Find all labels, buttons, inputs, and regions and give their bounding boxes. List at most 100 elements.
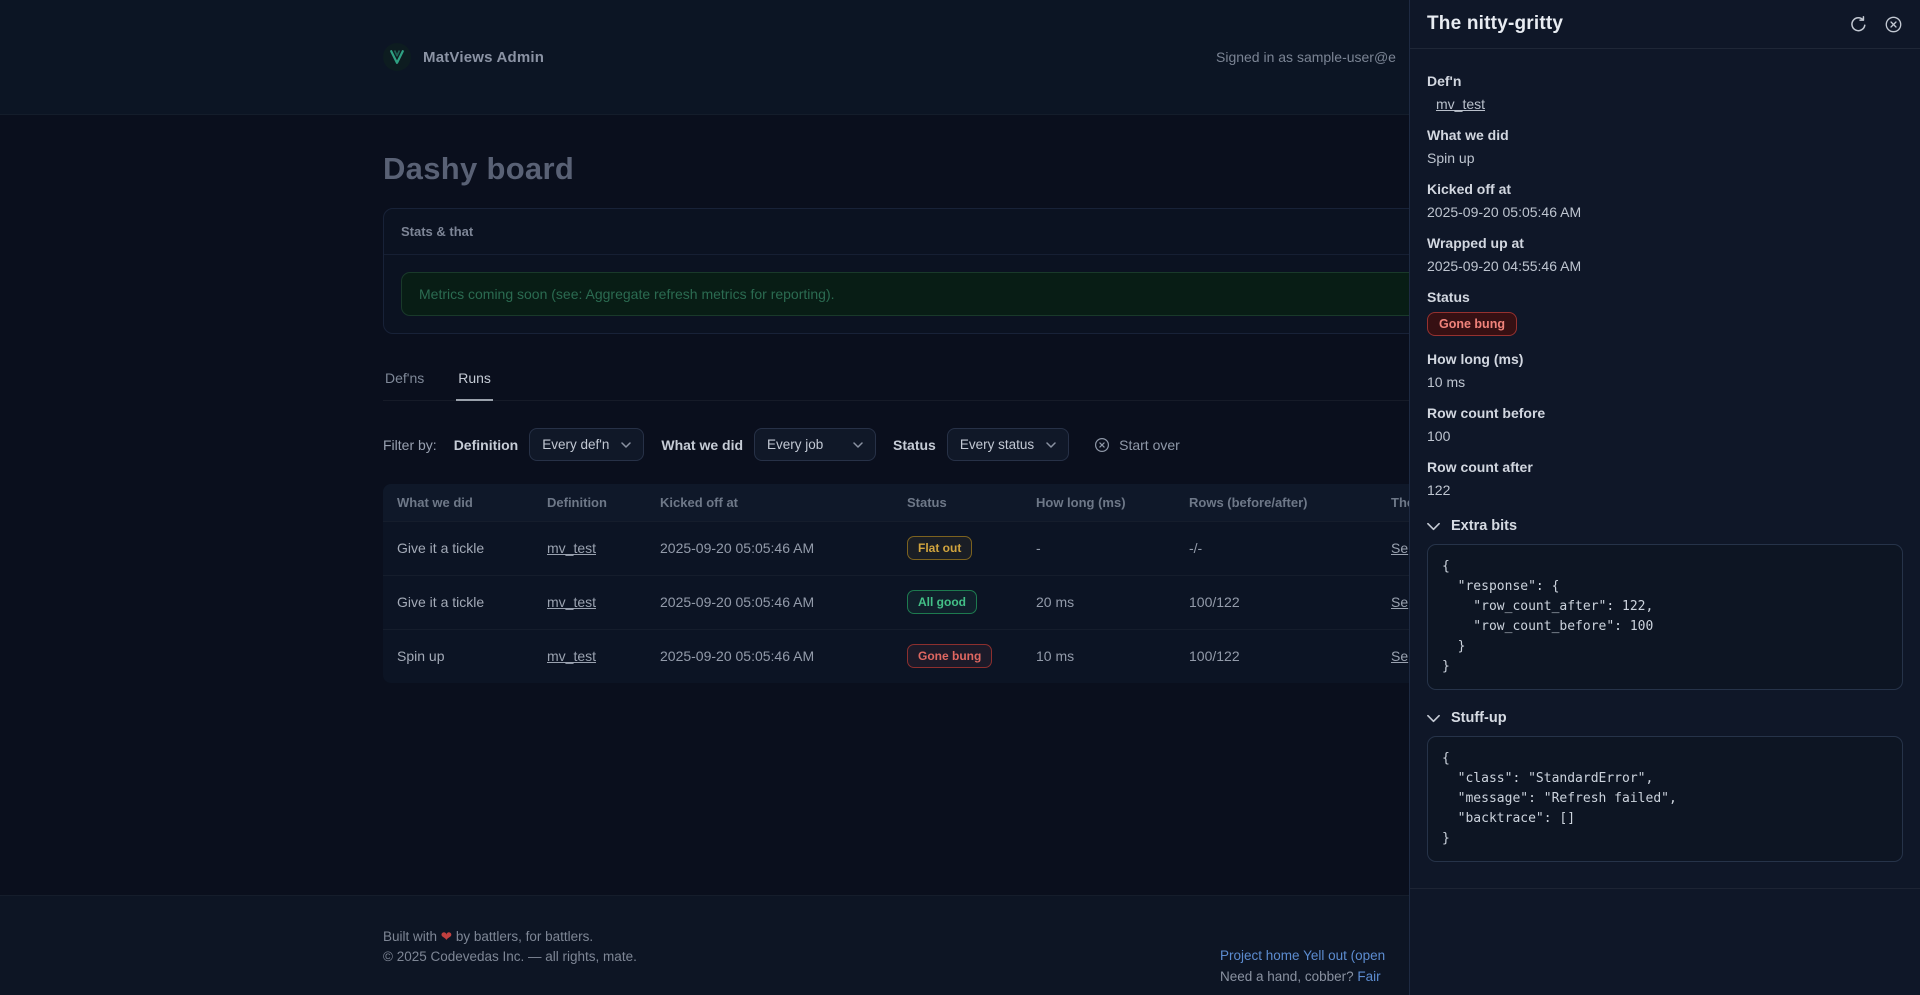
extra-bits-toggle[interactable]: Extra bits xyxy=(1427,518,1903,534)
job-label: What we did xyxy=(1427,127,1509,143)
chevron-down-icon xyxy=(1427,522,1440,531)
drawer-header: The nitty-gritty xyxy=(1410,0,1920,49)
definition-filter-select[interactable]: Every def'n xyxy=(529,428,645,461)
footer-copyright: © 2025 Codevedas Inc. — all rights, mate… xyxy=(383,949,637,964)
yell-out-link[interactable]: Yell out (open xyxy=(1303,948,1386,963)
footer-links-row: Project home Yell out (open xyxy=(1220,945,1385,966)
stuff-up-toggle[interactable]: Stuff-up xyxy=(1427,710,1903,726)
job-filter-select[interactable]: Every job xyxy=(754,428,877,461)
table-row[interactable]: Give it a tickle mv_test 2025-09-20 05:0… xyxy=(383,574,1537,629)
col-how-long: How long (ms) xyxy=(1022,484,1175,521)
tagline-prefix: Built with xyxy=(383,929,438,944)
signed-in-status: Signed in as sample-user@e xyxy=(1216,49,1396,65)
chevron-down-icon xyxy=(1046,441,1056,448)
drawer-divider xyxy=(1410,888,1920,889)
status-filter-label: Status xyxy=(893,436,936,453)
runs-table: What we did Definition Kicked off at Sta… xyxy=(383,484,1537,683)
run-duration: 10 ms xyxy=(1022,628,1175,683)
page-title: Dashy board xyxy=(383,151,575,186)
details-link[interactable]: Se xyxy=(1391,594,1409,610)
col-rows: Rows (before/after) xyxy=(1175,484,1377,521)
details-link[interactable]: Se xyxy=(1391,540,1409,556)
run-kicked-off: 2025-09-20 05:05:46 AM xyxy=(646,520,893,575)
extra-bits-title: Extra bits xyxy=(1451,518,1518,534)
run-job: Give it a tickle xyxy=(383,574,533,629)
heart-icon: ❤ xyxy=(440,929,453,944)
col-status: Status xyxy=(893,484,1022,521)
stuff-up-title: Stuff-up xyxy=(1451,710,1507,726)
project-home-link[interactable]: Project home xyxy=(1220,948,1300,963)
definition-filter-value: Every def'n xyxy=(542,437,610,452)
job-filter-label: What we did xyxy=(661,436,744,453)
col-what-we-did: What we did xyxy=(383,484,533,521)
tab-runs[interactable]: Runs xyxy=(456,370,493,401)
refresh-button[interactable] xyxy=(1849,15,1868,34)
table-row[interactable]: Give it a tickle mv_test 2025-09-20 05:0… xyxy=(383,520,1537,575)
chevron-down-icon xyxy=(621,441,632,448)
defn-link[interactable]: mv_test xyxy=(1436,96,1486,112)
circle-x-icon xyxy=(1094,437,1110,453)
details-drawer: The nitty-gritty Def'n mv_test W xyxy=(1409,0,1920,995)
run-duration: - xyxy=(1022,520,1175,575)
drawer-body: Def'n mv_test What we did Spin up Kicked… xyxy=(1410,49,1920,906)
col-definition: Definition xyxy=(533,484,646,521)
stuff-up-json: { "class": "StandardError", "message": "… xyxy=(1427,736,1903,862)
tab-defns[interactable]: Def'ns xyxy=(385,370,425,386)
stats-card-header: Stats & that xyxy=(384,209,1536,255)
definition-link[interactable]: mv_test xyxy=(547,540,597,556)
tagline-suffix: by battlers, for battlers. xyxy=(455,929,594,944)
app-root: MatViews Admin Signed in as sample-user@… xyxy=(383,43,1537,984)
table-row[interactable]: Spin up mv_test 2025-09-20 05:05:46 AM G… xyxy=(383,628,1537,683)
col-kicked-off-at: Kicked off at xyxy=(646,484,893,521)
run-kicked-off: 2025-09-20 05:05:46 AM xyxy=(646,574,893,629)
main-content: Dashy board Stats & that Metrics coming … xyxy=(383,151,1537,683)
definition-filter-label: Definition xyxy=(453,436,519,453)
status-label: Status xyxy=(1427,289,1470,305)
status-badge: All good xyxy=(907,590,977,614)
footer-help-row: Need a hand, cobber? Fair xyxy=(1220,966,1385,987)
close-icon xyxy=(1884,15,1903,34)
run-duration: 20 ms xyxy=(1022,574,1175,629)
refresh-icon xyxy=(1849,15,1868,34)
row-count-before-label: Row count before xyxy=(1427,405,1546,421)
status-badge: Gone bung xyxy=(907,644,993,669)
kicked-off-label: Kicked off at xyxy=(1427,181,1512,197)
help-link[interactable]: Fair xyxy=(1357,969,1381,984)
duration-label: How long (ms) xyxy=(1427,351,1524,367)
start-over-button[interactable]: Start over xyxy=(1094,437,1180,453)
filter-bar: Filter by: Definition Every def'n What w… xyxy=(383,428,1537,461)
definition-link[interactable]: mv_test xyxy=(547,594,597,610)
wrapped-up-value: 2025-09-20 04:55:46 AM xyxy=(1427,258,1582,274)
run-rows: -/- xyxy=(1175,520,1377,575)
drawer-title: The nitty-gritty xyxy=(1427,13,1564,34)
run-kicked-off: 2025-09-20 05:05:46 AM xyxy=(646,628,893,683)
close-drawer-button[interactable] xyxy=(1884,15,1903,34)
definition-link[interactable]: mv_test xyxy=(547,648,597,665)
chevron-down-icon xyxy=(1427,714,1440,723)
run-rows: 100/122 xyxy=(1175,628,1377,683)
status-badge: Flat out xyxy=(907,536,973,560)
duration-value: 10 ms xyxy=(1427,374,1466,390)
metrics-notice: Metrics coming soon (see: Aggregate refr… xyxy=(401,272,1519,316)
brand-name: MatViews Admin xyxy=(423,48,545,66)
brand-home-link[interactable]: MatViews Admin xyxy=(383,43,544,71)
stats-card: Stats & that Metrics coming soon (see: A… xyxy=(383,208,1537,334)
wrapped-up-label: Wrapped up at xyxy=(1427,235,1524,251)
help-text: Need a hand, cobber? xyxy=(1220,969,1354,984)
matviews-logo-icon xyxy=(383,43,411,71)
details-link[interactable]: Se xyxy=(1391,648,1409,665)
chevron-down-icon xyxy=(853,441,863,448)
status-badge: Gone bung xyxy=(1427,312,1517,336)
row-count-after-label: Row count after xyxy=(1427,459,1533,475)
run-rows: 100/122 xyxy=(1175,574,1377,629)
row-count-before-value: 100 xyxy=(1427,428,1451,444)
table-header-row: What we did Definition Kicked off at Sta… xyxy=(383,484,1537,521)
status-filter-select[interactable]: Every status xyxy=(946,428,1070,461)
job-value: Spin up xyxy=(1427,150,1475,166)
tabs: Def'ns Runs xyxy=(383,370,1537,401)
footer-tagline: Built with ❤ by battlers, for battlers. xyxy=(383,927,1537,947)
status-filter-value: Every status xyxy=(959,437,1035,452)
start-over-label: Start over xyxy=(1119,436,1180,453)
kicked-off-value: 2025-09-20 05:05:46 AM xyxy=(1427,204,1582,220)
defn-label: Def'n xyxy=(1427,73,1462,89)
